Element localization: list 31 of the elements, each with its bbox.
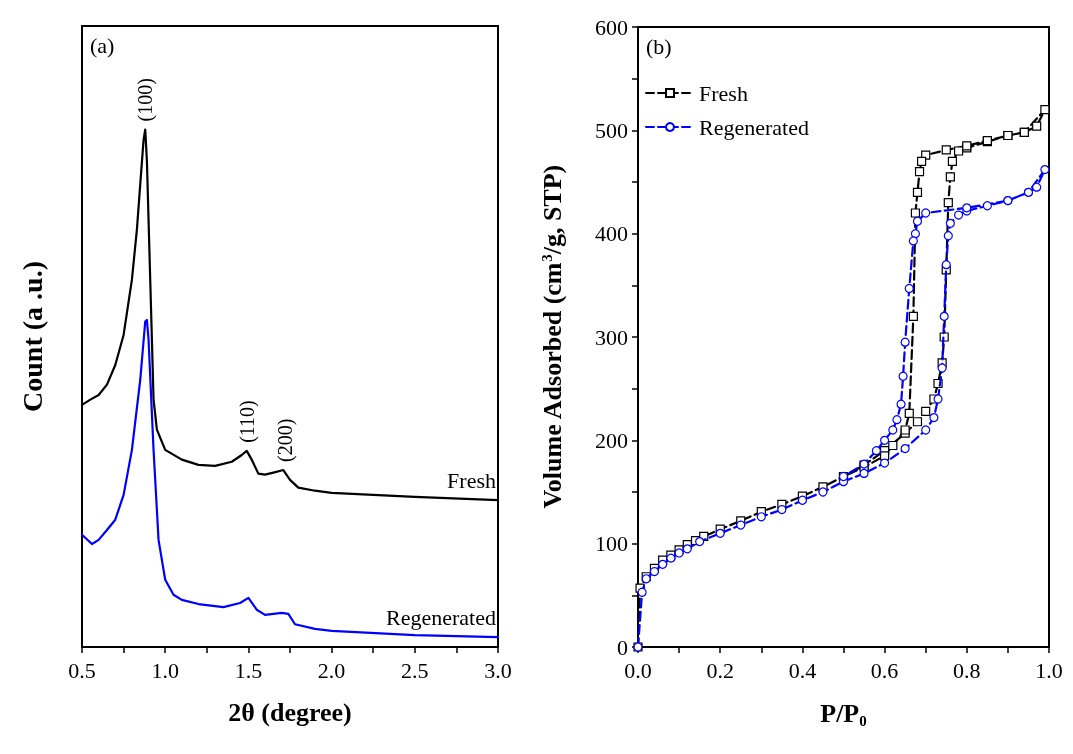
x-tick-label: 0.4 (788, 657, 817, 683)
x-tick-label: 1.5 (234, 657, 263, 683)
x-tick-label: 0.6 (870, 657, 899, 683)
x-axis-title: 2θ (degree) (228, 697, 352, 727)
y-tick-label: 500 (595, 117, 628, 143)
y-tick-label: 100 (595, 531, 628, 557)
y-axis-title: Volume Adsorbed (cm3/g, STP) (538, 164, 567, 509)
legend-label: Regenerated (699, 114, 809, 140)
x-tick-label: 0.5 (68, 657, 96, 683)
x-tick-label: 2.0 (317, 657, 346, 683)
y-axis-title: Count (a .u.) (16, 261, 48, 412)
y-tick-label: 600 (595, 14, 628, 40)
x-tick-label: 3.0 (484, 657, 512, 683)
annotation: (200) (274, 418, 298, 463)
x-tick-label: 1.0 (151, 657, 179, 683)
annotation: (110) (235, 400, 259, 443)
y-tick-label: 400 (595, 221, 628, 247)
series-label: Regenerated (386, 604, 496, 630)
x-tick-label: 1.0 (1035, 657, 1063, 683)
x-tick-label: 0.8 (953, 657, 981, 683)
y-tick-label: 200 (595, 427, 628, 453)
y-tick-label: 0 (617, 634, 628, 660)
x-tick-label: 0.2 (706, 657, 734, 683)
x-tick-label: 2.5 (401, 657, 429, 683)
y-tick-label: 300 (595, 324, 628, 350)
text: (a) (90, 32, 115, 58)
x-tick-label: 0.0 (624, 657, 652, 683)
annotation: (b) (646, 33, 672, 59)
annotation: (100) (134, 78, 158, 122)
series-label: Fresh (447, 467, 496, 493)
legend-label: Fresh (699, 80, 748, 106)
